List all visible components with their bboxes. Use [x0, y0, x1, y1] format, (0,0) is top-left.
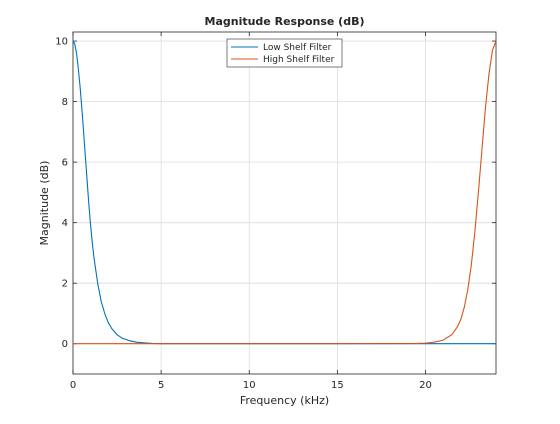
x-tick-label: 10: [243, 380, 256, 391]
y-tick-label: 6: [62, 158, 68, 169]
legend-label: Low Shelf Filter: [263, 43, 332, 53]
y-tick-label: 0: [62, 339, 68, 350]
y-tick-label: 10: [55, 37, 68, 48]
legend-box: [226, 38, 343, 68]
chart-title: Magnitude Response (dB): [205, 15, 365, 28]
x-tick-label: 20: [419, 380, 432, 391]
legend-label: High Shelf Filter: [263, 55, 335, 65]
y-tick-label: 4: [62, 218, 68, 229]
series-lines: [72, 40, 497, 345]
legend: Low Shelf Filter High Shelf Filter: [226, 38, 343, 68]
series-line-low-shelf: [72, 40, 496, 345]
axes-box: [72, 31, 497, 375]
y-axis-label: Magnitude (dB): [38, 161, 51, 246]
grid: [72, 32, 496, 374]
x-tick-label: 0: [70, 380, 76, 391]
y-tick-label: 8: [62, 97, 68, 108]
x-tick-label: 5: [158, 380, 164, 391]
x-axis-label: Frequency (kHz): [240, 394, 329, 407]
x-tick-label: 15: [331, 380, 344, 391]
y-tick-label: 2: [62, 279, 68, 290]
series-line-high-shelf: [73, 40, 497, 345]
